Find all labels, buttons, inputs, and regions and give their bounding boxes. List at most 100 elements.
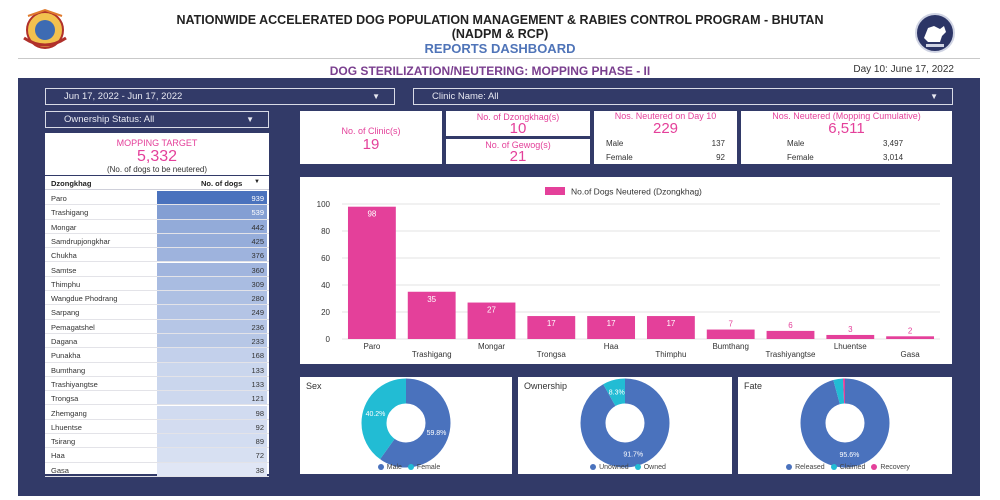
table-row[interactable]: Mongar 442 xyxy=(45,219,269,234)
table-row[interactable]: Sarpang 249 xyxy=(45,305,269,320)
table-header-name: Dzongkhag xyxy=(51,179,92,188)
row-dzongkhag-name: Lhuentse xyxy=(51,422,82,432)
row-dog-count: 133 xyxy=(251,379,264,389)
bar[interactable] xyxy=(886,336,935,339)
donut-slice[interactable] xyxy=(800,378,890,468)
ownership-value: Ownership Status: All xyxy=(64,114,155,125)
gewog-label: No. of Gewog(s) xyxy=(485,140,551,150)
row-dzongkhag-name: Sarpang xyxy=(51,308,80,318)
legend-label: Claimed xyxy=(839,464,866,471)
chevron-down-icon: ▼ xyxy=(372,92,380,101)
bar[interactable] xyxy=(527,316,576,339)
mopping-target-label: MOPPING TARGET xyxy=(116,138,198,148)
row-dog-count: 92 xyxy=(255,422,264,432)
fate-donut-card: Fate 95.6% Released Claimed Recovery xyxy=(738,377,952,474)
row-heat-cell xyxy=(157,405,267,419)
clinic-dropdown[interactable]: Clinic Name: All ▼ xyxy=(413,88,953,105)
row-heat-cell xyxy=(157,276,267,291)
table-header-value[interactable]: No. of dogs xyxy=(201,179,243,188)
legend-dot-icon xyxy=(377,464,384,470)
row-dog-count: 442 xyxy=(251,222,264,232)
row-dog-count: 539 xyxy=(251,208,264,218)
clinic-value: Clinic Name: All xyxy=(432,91,499,102)
fate-donut-title: Fate xyxy=(744,381,763,391)
row-heat-cell xyxy=(157,205,267,219)
row-heat-cell xyxy=(157,419,267,434)
row-heat-cell xyxy=(157,191,267,205)
ownership-dropdown[interactable]: Ownership Status: All ▼ xyxy=(45,111,269,128)
row-heat-cell xyxy=(157,434,267,448)
donut-slice[interactable] xyxy=(580,378,670,468)
table-row[interactable]: Paro 939 xyxy=(45,191,269,206)
legend-swatch xyxy=(545,187,565,195)
legend-label: Recovery xyxy=(880,464,910,471)
donut-slice[interactable] xyxy=(361,378,451,468)
table-row[interactable]: Trashiyangtse 133 xyxy=(45,376,269,392)
dzongkhag-bar-chart: No.of Dogs Neutered (Dzongkhag) 0 20 40 60 80… xyxy=(300,177,952,364)
row-dzongkhag-name: Trashigang xyxy=(51,208,89,218)
mopping-target-card: MOPPING TARGET 5,332 (No. of dogs to be … xyxy=(45,133,269,175)
bar[interactable] xyxy=(347,206,396,339)
legend-label: Owned xyxy=(643,464,666,471)
bar[interactable] xyxy=(467,302,516,339)
clinics-value: 19 xyxy=(362,136,380,153)
table-row[interactable]: Samdrupjongkhar 425 xyxy=(45,233,269,249)
table-row[interactable]: Trashigang 539 xyxy=(45,205,269,220)
donut-slice-label: 59.8% xyxy=(427,430,447,437)
ownership-donut-svg: 91.7% 8.3% xyxy=(580,378,670,468)
bar[interactable] xyxy=(587,316,636,339)
x-tick-label: Trashigang xyxy=(412,350,452,359)
row-dog-count: 376 xyxy=(251,251,264,261)
date-range-dropdown[interactable]: Jun 17, 2022 - Jun 17, 2022 ▼ xyxy=(45,88,395,105)
table-row[interactable]: Tsirang 89 xyxy=(45,434,269,449)
dzongkhag-label: No. of Dzongkhag(s) xyxy=(476,112,560,122)
table-row[interactable]: Trongsa 121 xyxy=(45,391,269,406)
bar-chart-svg: No.of Dogs Neutered (Dzongkhag) 0 20 40 60 80… xyxy=(317,187,940,359)
sex-donut-svg: 59.8% 40.2% xyxy=(361,378,451,468)
donut-slice-label: 8.3% xyxy=(609,390,625,397)
donut-slice-label: 95.6% xyxy=(839,452,859,459)
x-tick-label: Gasa xyxy=(901,350,921,359)
row-heat-cell xyxy=(157,376,267,391)
row-dzongkhag-name: Samdrupjongkhar xyxy=(51,236,111,246)
cumulative-card: Nos. Neutered (Mopping Cumulative) 6,511… xyxy=(741,111,952,164)
legend-dot-icon xyxy=(871,464,878,470)
table-row[interactable]: Dagana 233 xyxy=(45,334,269,349)
table-row[interactable]: Samtse 360 xyxy=(45,262,269,277)
row-dog-count: 133 xyxy=(251,365,264,375)
table-row[interactable]: Thimphu 309 xyxy=(45,276,269,292)
legend-label: Female xyxy=(416,464,441,471)
table-row[interactable]: Bumthang 133 xyxy=(45,362,269,377)
gewog-value: 21 xyxy=(509,148,527,165)
section-title: DOG STERILIZATION/NEUTERING: MOPPING PHA… xyxy=(329,64,651,78)
table-row[interactable]: Lhuentse 92 xyxy=(45,419,269,435)
table-row[interactable]: Haa 72 xyxy=(45,448,269,463)
row-dzongkhag-name: Wangdue Phodrang xyxy=(51,294,118,304)
dzongkhag-card: No. of Dzongkhag(s) 10 xyxy=(446,111,590,136)
bar[interactable] xyxy=(766,330,815,339)
bar-value-label: 27 xyxy=(487,306,496,315)
table-row[interactable]: Wangdue Phodrang 280 xyxy=(45,291,269,306)
row-dzongkhag-name: Thimphu xyxy=(51,279,81,289)
bar[interactable] xyxy=(826,334,875,339)
y-tick-label: 60 xyxy=(321,254,330,263)
table-header: Dzongkhag No. of dogs ▼ xyxy=(45,176,269,190)
bar[interactable] xyxy=(646,316,695,339)
bar[interactable] xyxy=(706,329,755,339)
bar-value-label: 6 xyxy=(788,321,793,330)
legend-label: Unowned xyxy=(599,464,629,471)
table-row[interactable]: Gasa 38 xyxy=(45,462,269,477)
bar[interactable] xyxy=(407,291,456,339)
table-row[interactable]: Chukha 376 xyxy=(45,248,269,263)
bar-value-label: 35 xyxy=(427,295,436,304)
row-heat-cell xyxy=(157,462,267,476)
sort-descending-icon[interactable]: ▼ xyxy=(254,179,260,185)
day-label: Day 10: June 17, 2022 xyxy=(853,64,954,75)
table-row[interactable]: Pemagatshel 236 xyxy=(45,319,269,334)
legend-dot-icon xyxy=(786,464,793,470)
row-dog-count: 249 xyxy=(251,308,264,318)
y-tick-label: 40 xyxy=(321,281,330,290)
table-row[interactable]: Zhemgang 98 xyxy=(45,405,269,420)
row-dzongkhag-name: Chukha xyxy=(51,251,77,261)
table-row[interactable]: Punakha 168 xyxy=(45,348,269,363)
